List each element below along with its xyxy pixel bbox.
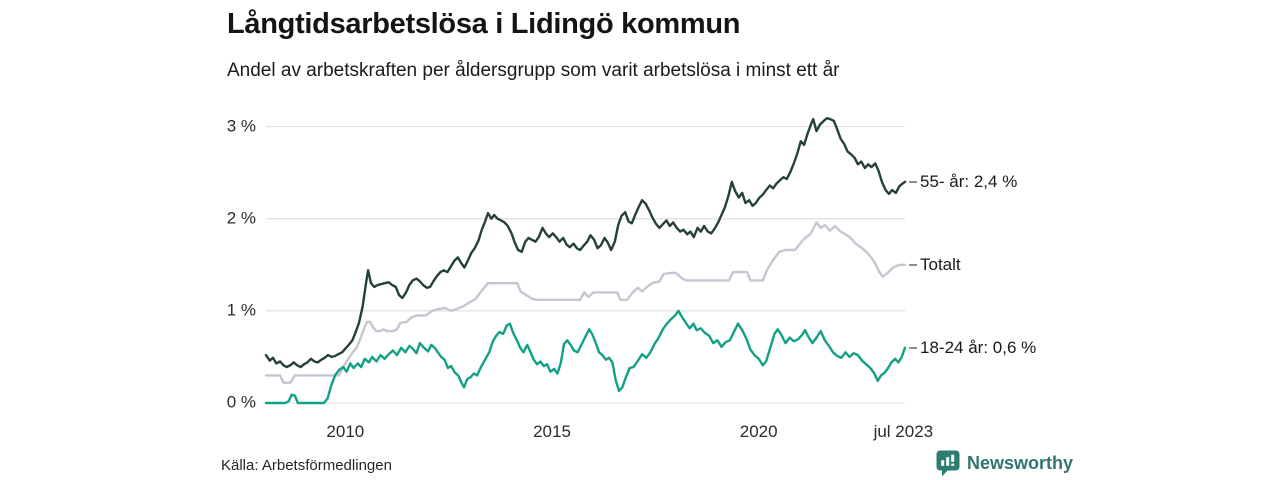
newsworthy-logo: Newsworthy (936, 450, 1073, 477)
x-axis-tick-label: 2020 (739, 422, 778, 441)
y-axis-tick-label: 1 % (226, 300, 256, 320)
y-axis-tick-label: 3 % (226, 116, 256, 136)
series-end-label: Totalt (909, 255, 961, 275)
label-tick-dash (909, 346, 917, 349)
series-label-text: Totalt (920, 254, 961, 274)
series-end-label: 18-24 år: 0,6 % (909, 338, 1036, 358)
series-line-55- år (264, 116, 907, 369)
x-axis-tick-label: 2015 (533, 422, 571, 441)
page-title: Långtidsarbetslösa i Lidingö kommun (227, 8, 741, 40)
y-axis-tick-label: 2 % (226, 208, 256, 228)
y-axis-tick-label: 0 % (226, 392, 256, 412)
label-tick-dash (909, 263, 917, 266)
series-end-label: 55- år: 2,4 % (909, 172, 1017, 192)
series-line-Totalt (264, 221, 907, 384)
page-subtitle: Andel av arbetskraften per åldersgrupp s… (227, 60, 840, 81)
label-tick-dash (909, 180, 917, 183)
source-note: Källa: Arbetsförmedlingen (221, 457, 392, 474)
newsworthy-chart-bubble-icon (936, 450, 960, 477)
series-label-text: 55- år: 2,4 % (920, 171, 1018, 191)
x-axis-tick-label: 2010 (326, 422, 365, 441)
series-label-text: 18-24 år: 0,6 % (920, 337, 1037, 357)
x-axis-tick-label: jul 2023 (873, 422, 934, 441)
newsworthy-wordmark: Newsworthy (967, 453, 1074, 473)
series-line-18-24 år (264, 309, 907, 405)
